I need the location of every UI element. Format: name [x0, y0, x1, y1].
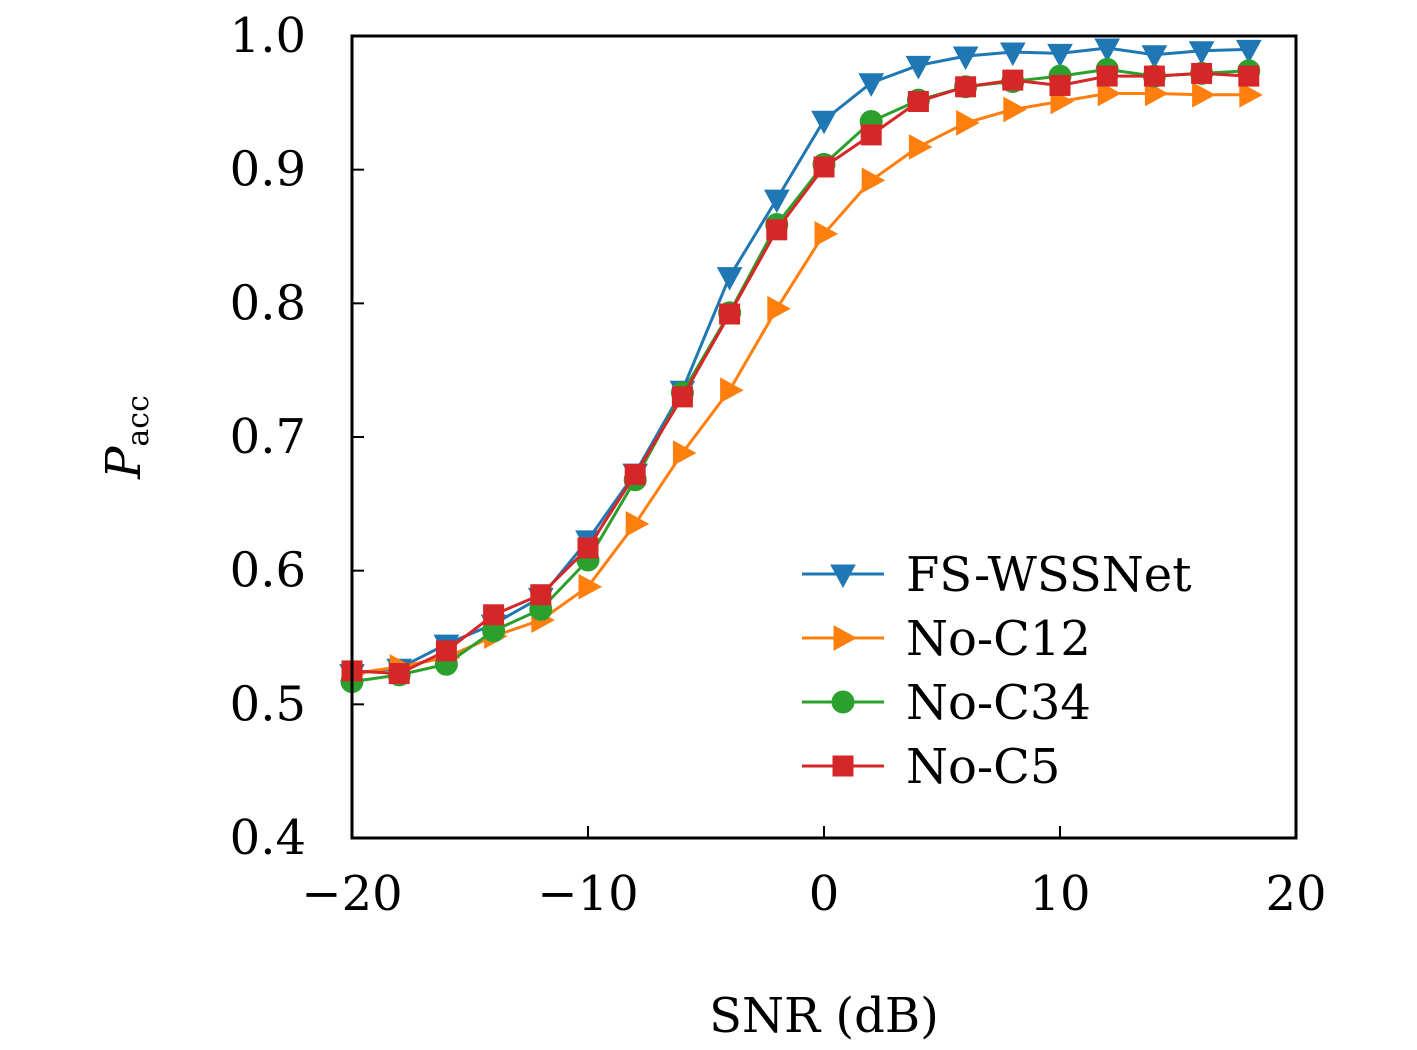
y-axis-title-main: P — [96, 446, 152, 480]
data-point — [1097, 80, 1122, 107]
data-point — [577, 537, 599, 559]
y-tick-label: 1.0 — [230, 8, 306, 64]
data-point — [813, 156, 835, 178]
data-point — [672, 440, 697, 466]
legend-item: No-C12 — [802, 611, 1091, 667]
data-point — [814, 220, 839, 247]
x-tick-label: −10 — [537, 866, 638, 922]
ticks-layer: −20 −10 0 10 20 0.4 0.5 0.6 0.7 0.8 0.9 1.0 — [230, 8, 1327, 922]
data-point — [955, 76, 977, 98]
legend-marker — [831, 690, 855, 714]
y-axis-title: Pacc — [96, 395, 156, 480]
y-tick-label: 0.6 — [230, 543, 306, 599]
x-tick-label: 0 — [809, 866, 840, 922]
data-point — [1235, 39, 1262, 64]
x-tick-label: −20 — [301, 866, 402, 922]
data-point — [767, 295, 791, 322]
data-point — [766, 219, 788, 241]
data-point — [720, 377, 744, 404]
data-point — [1238, 65, 1260, 87]
data-point — [625, 511, 650, 537]
legend-marker — [830, 564, 856, 589]
data-point — [1141, 45, 1168, 69]
legend: FS-WSSNet No-C12 No-C34 No-C5 — [802, 547, 1192, 795]
x-tick-label: 20 — [1265, 866, 1326, 922]
data-point — [1094, 38, 1121, 63]
y-axis-title-sub: acc — [121, 395, 156, 447]
data-point — [907, 90, 929, 112]
data-point — [1096, 65, 1118, 87]
data-point — [719, 303, 741, 325]
data-point — [435, 640, 457, 662]
data-point — [530, 584, 552, 606]
legend-label: No-C34 — [906, 675, 1091, 731]
legend-label: No-C5 — [906, 739, 1060, 795]
data-point — [811, 110, 837, 135]
data-point — [388, 663, 410, 685]
legend-marker — [832, 755, 854, 777]
data-point — [578, 573, 603, 600]
x-axis-title: SNR (dB) — [709, 988, 939, 1044]
data-point — [905, 55, 932, 80]
data-point — [1191, 62, 1213, 84]
data-point — [624, 463, 646, 485]
y-tick-label: 0.8 — [230, 275, 306, 331]
data-point — [1192, 81, 1216, 108]
data-point — [1047, 43, 1073, 68]
y-tick-label: 0.9 — [230, 142, 306, 198]
data-point — [860, 124, 882, 146]
legend-item: No-C5 — [802, 739, 1060, 795]
data-point — [1144, 80, 1169, 107]
y-tick-label: 0.5 — [230, 676, 306, 732]
data-point — [861, 167, 886, 194]
y-tick-label: 0.7 — [230, 409, 306, 465]
data-point — [1239, 81, 1263, 108]
legend-label: No-C12 — [906, 611, 1091, 667]
data-point — [1143, 65, 1165, 87]
data-point — [1003, 96, 1027, 123]
data-point — [671, 386, 693, 408]
data-point — [956, 110, 980, 136]
y-tick-label: 0.4 — [230, 810, 306, 866]
legend-label: FS-WSSNet — [906, 547, 1192, 603]
series-layer — [339, 38, 1263, 694]
legend-item: No-C34 — [802, 675, 1091, 731]
data-point — [763, 189, 790, 214]
data-point — [1002, 69, 1024, 91]
legend-marker — [833, 625, 858, 651]
series-no-c5 — [341, 62, 1260, 685]
data-point — [999, 42, 1026, 67]
data-point — [483, 604, 505, 626]
data-point — [858, 73, 885, 97]
data-point — [716, 267, 743, 291]
x-tick-label: 10 — [1029, 866, 1090, 922]
data-point — [952, 46, 979, 71]
data-point — [1049, 74, 1071, 96]
data-point — [1188, 41, 1215, 65]
data-point — [908, 134, 933, 160]
legend-item: FS-WSSNet — [802, 547, 1192, 603]
